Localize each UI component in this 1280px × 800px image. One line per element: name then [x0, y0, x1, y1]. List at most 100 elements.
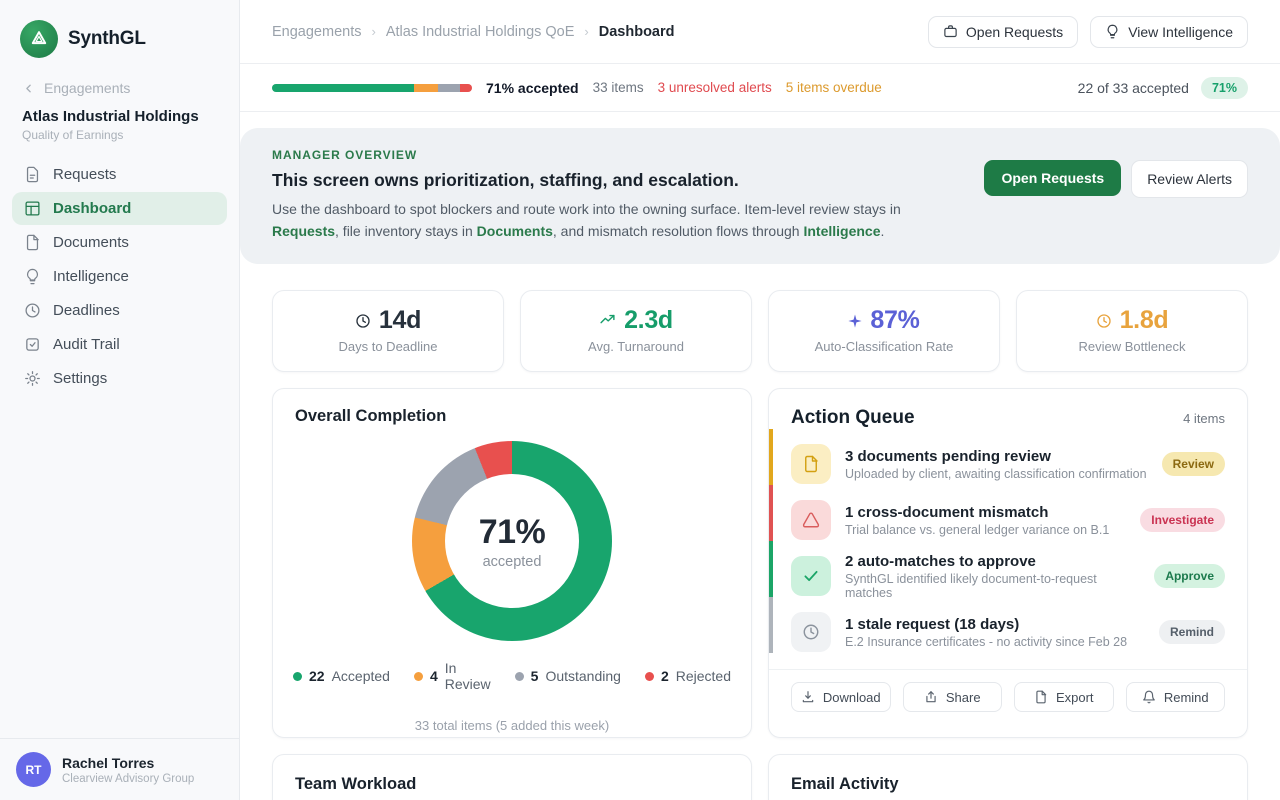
status-items: 33 items	[592, 80, 644, 95]
download-icon	[801, 690, 815, 704]
team-workload-title: Team Workload	[295, 775, 417, 794]
queue-item-pending-review[interactable]: 3 documents pending review Uploaded by c…	[791, 436, 1225, 492]
completion-title: Overall Completion	[295, 407, 447, 426]
export-file-icon	[1034, 690, 1048, 704]
breadcrumb-engagements[interactable]: Engagements	[272, 23, 362, 40]
lightbulb-icon	[1105, 24, 1120, 39]
bell-icon	[1142, 690, 1156, 704]
queue-priority-stripe	[769, 429, 773, 654]
sidebar-item-audit-trail[interactable]: Audit Trail	[12, 328, 227, 361]
email-activity-title: Email Activity	[791, 775, 899, 794]
legend-rejected: 2 Rejected	[644, 668, 731, 684]
sidebar: SynthGL Engagements Atlas Industrial Hol…	[0, 0, 240, 800]
user-name: Rachel Torres	[62, 754, 155, 771]
queue-item-mismatch[interactable]: 1 cross-document mismatch Trial balance …	[791, 492, 1225, 548]
status-alerts[interactable]: 3 unresolved alerts	[657, 80, 772, 95]
sidebar-item-label: Intelligence	[53, 268, 129, 285]
banner-open-requests-button[interactable]: Open Requests	[984, 160, 1122, 196]
sidebar-item-requests[interactable]: Requests	[12, 158, 227, 191]
download-button[interactable]: Download	[791, 682, 891, 713]
sidebar-item-label: Requests	[53, 166, 117, 183]
banner-review-alerts-button[interactable]: Review Alerts	[1131, 160, 1248, 198]
status-progress-bar	[272, 83, 472, 92]
breadcrumb: Engagements › Atlas Industrial Holdings …	[272, 24, 675, 40]
donut-percent: 71%	[478, 512, 546, 551]
status-accepted-count: 22 of 33 accepted	[1077, 79, 1189, 96]
open-requests-label: Open Requests	[965, 23, 1064, 40]
kpi-label: Avg. Turnaround	[588, 339, 684, 355]
back-label: Engagements	[44, 80, 131, 96]
status-overdue[interactable]: 5 items overdue	[785, 80, 882, 95]
trend-up-icon	[599, 312, 616, 329]
file-icon	[24, 234, 41, 251]
sidebar-item-dashboard[interactable]: Dashboard	[12, 192, 227, 225]
document-icon	[791, 444, 831, 485]
bottom-row: Team Workload Email Activity	[240, 738, 1280, 800]
sidebar-item-intelligence[interactable]: Intelligence	[12, 260, 227, 293]
breadcrumb-engagement[interactable]: Atlas Industrial Holdings QoE	[385, 23, 575, 40]
open-requests-button[interactable]: Open Requests	[927, 15, 1079, 48]
view-intelligence-button[interactable]: View Intelligence	[1090, 15, 1248, 48]
manager-overview-banner: MANAGER OVERVIEW This screen owns priori…	[240, 128, 1280, 265]
investigate-badge[interactable]: Investigate	[1140, 508, 1225, 533]
sidebar-item-label: Dashboard	[53, 200, 132, 217]
remind-badge[interactable]: Remind	[1158, 620, 1225, 645]
status-accepted: 71% accepted	[486, 79, 579, 96]
kpi-value: 1.8d	[1119, 306, 1169, 335]
queue-item-auto-matches[interactable]: 2 auto-matches to approve SynthGL identi…	[791, 548, 1225, 604]
breadcrumb-current: Dashboard	[598, 23, 675, 40]
approve-badge[interactable]: Approve	[1154, 564, 1225, 589]
charts-row: Overall Completion 71% accepted 22 Accep…	[240, 372, 1280, 739]
kpi-label: Review Bottleneck	[1078, 339, 1186, 355]
user-profile[interactable]: RT Rachel Torres Clearview Advisory Grou…	[0, 738, 239, 800]
export-button[interactable]: Export	[1014, 682, 1114, 713]
kpi-label: Auto-Classification Rate	[814, 339, 954, 355]
kpi-value: 2.3d	[624, 306, 673, 335]
engagement-subtitle: Quality of Earnings	[22, 128, 124, 142]
kpi-row: 14d Days to Deadline 2.3d Avg. Turnaroun…	[240, 264, 1280, 373]
kpi-value: 14d	[378, 306, 422, 335]
sidebar-item-documents[interactable]: Documents	[12, 226, 227, 259]
briefcase-icon	[943, 24, 958, 39]
legend-dot-in-review	[413, 671, 423, 681]
legend-outstanding: 5 Outstanding	[514, 668, 621, 684]
topbar: Engagements › Atlas Industrial Holdings …	[240, 0, 1280, 64]
completion-donut: 71% accepted	[412, 441, 612, 642]
sparkle-icon	[848, 314, 862, 328]
queue-header: Action Queue 4 items	[791, 407, 1225, 429]
legend-dot-rejected	[644, 671, 654, 681]
file-text-icon	[24, 166, 41, 183]
share-button[interactable]: Share	[902, 682, 1002, 713]
clock-icon	[791, 612, 831, 653]
status-right: 22 of 33 accepted 71%	[1077, 76, 1248, 99]
action-queue-card: Action Queue 4 items 3 documents pending…	[768, 388, 1248, 739]
queue-rows: 3 documents pending review Uploaded by c…	[791, 436, 1225, 660]
sidebar-spacer	[0, 396, 239, 738]
remind-button[interactable]: Remind	[1125, 682, 1225, 713]
clock-icon	[355, 313, 371, 329]
clock-icon	[1096, 313, 1112, 329]
review-badge[interactable]: Review	[1161, 452, 1225, 477]
check-square-icon	[24, 336, 41, 353]
kpi-auto-classification: 87% Auto-Classification Rate	[768, 290, 1000, 373]
banner-actions: Open Requests Review Alerts	[984, 160, 1248, 242]
alert-triangle-icon	[791, 500, 831, 541]
legend-dot-accepted	[293, 671, 302, 681]
sidebar-item-deadlines[interactable]: Deadlines	[12, 294, 227, 327]
chevron-right-icon: ›	[371, 24, 376, 39]
topbar-actions: Open Requests View Intelligence	[927, 15, 1248, 48]
lightbulb-icon	[24, 268, 41, 285]
legend-dot-outstanding	[514, 671, 524, 681]
queue-item-stale-request[interactable]: 1 stale request (18 days) E.2 Insurance …	[791, 604, 1225, 660]
queue-count: 4 items	[1183, 411, 1225, 427]
completion-footer: 33 total items (5 added this week)	[414, 718, 610, 734]
share-icon	[924, 690, 938, 704]
avatar: RT	[16, 752, 51, 787]
clock-icon	[24, 302, 41, 319]
queue-title: Action Queue	[791, 407, 915, 429]
brand-name: SynthGL	[68, 28, 146, 49]
back-to-engagements[interactable]: Engagements	[0, 74, 239, 108]
content: MANAGER OVERVIEW This screen owns priori…	[240, 112, 1280, 800]
sidebar-nav: Requests Dashboard Documents Intelligenc…	[0, 158, 239, 396]
sidebar-item-settings[interactable]: Settings	[12, 362, 227, 395]
